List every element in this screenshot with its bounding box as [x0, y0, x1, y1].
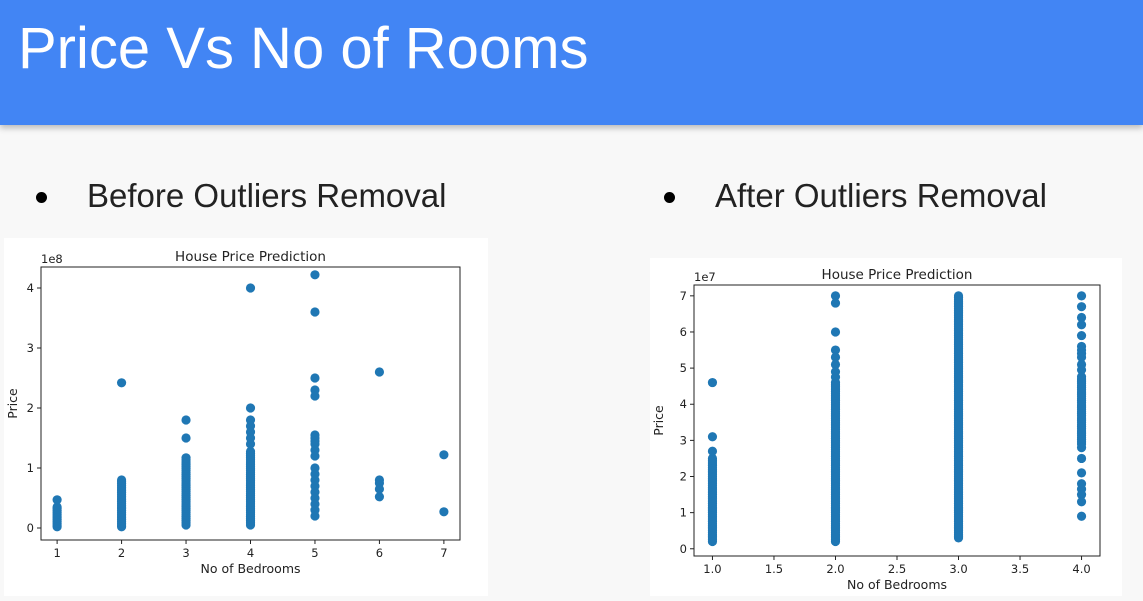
data-point [52, 495, 62, 505]
x-tick-label: 6 [376, 546, 383, 560]
data-point [374, 492, 385, 502]
data-point [830, 291, 841, 301]
x-tick-label: 3.5 [1011, 562, 1029, 576]
bullet-before: Before Outliers Removal [36, 176, 496, 216]
data-point [310, 270, 320, 280]
data-point [707, 446, 718, 456]
data-point [1076, 497, 1087, 507]
data-point [830, 359, 841, 370]
data-points [707, 291, 1087, 547]
y-axis-label: Price [651, 405, 666, 436]
data-points [52, 270, 449, 532]
data-point [1076, 302, 1087, 312]
x-tick-label: 4 [247, 546, 254, 560]
y-tick-label: 5 [680, 361, 687, 375]
chart-before-panel: 1 2 3 4 5 6 7 0 1 2 3 4 House Price Prediction 1e8 No … [4, 238, 488, 596]
data-point [707, 377, 718, 388]
y-offset-label: 1e7 [694, 270, 716, 284]
y-tick-label: 0 [27, 521, 34, 535]
x-tick-label: 2.5 [888, 562, 906, 576]
x-axis-label: No of Bedrooms [847, 577, 947, 592]
y-tick-label: 6 [680, 325, 687, 339]
y-tick-label: 2 [680, 470, 687, 484]
data-point [181, 433, 191, 443]
data-point [1076, 372, 1087, 382]
data-point [310, 307, 320, 317]
data-point [181, 453, 191, 463]
x-tick-label: 1 [53, 546, 60, 560]
bullet-after: After Outliers Removal [664, 176, 1084, 216]
data-point [830, 345, 841, 355]
plot-frame [693, 284, 1101, 557]
x-tick-label: 2 [118, 546, 125, 560]
data-point [1076, 352, 1087, 362]
data-point [52, 502, 62, 512]
data-point [830, 352, 841, 362]
data-point [707, 453, 718, 464]
y-tick-label: 3 [27, 341, 34, 355]
x-tick-label: 1.5 [765, 562, 783, 576]
data-point [245, 446, 256, 457]
data-point [1076, 365, 1087, 375]
data-point [374, 367, 385, 377]
bullet-label-before: Before Outliers Removal [87, 177, 447, 214]
chart-after-panel: 1.0 1.5 2.0 2.5 3.0 3.5 4.0 0 1 2 3 4 5 6 7 House Price… [650, 258, 1122, 596]
data-point [310, 451, 320, 461]
data-point [310, 373, 320, 383]
data-point [116, 475, 127, 485]
bullet-dot-icon [664, 192, 675, 203]
y-tick-label: 4 [27, 281, 34, 295]
y-offset-label: 1e8 [41, 252, 63, 266]
data-point [245, 439, 256, 449]
data-point [707, 432, 718, 442]
slide-title: Price Vs No of Rooms [18, 16, 589, 81]
chart-title: House Price Prediction [175, 249, 326, 265]
data-point [830, 372, 841, 382]
scatter-chart-before: 1 2 3 4 5 6 7 0 1 2 3 4 House Price Prediction 1e8 No … [5, 249, 461, 576]
data-point [1076, 443, 1087, 453]
x-axis-label: No of Bedrooms [200, 561, 300, 576]
scatter-chart-after: 1.0 1.5 2.0 2.5 3.0 3.5 4.0 0 1 2 3 4 5 6 7 House Price… [651, 267, 1101, 592]
data-point [1076, 453, 1087, 464]
data-point [374, 484, 385, 494]
data-point [245, 403, 256, 413]
y-tick-label: 2 [27, 401, 34, 415]
data-point [181, 415, 191, 425]
x-tick-label: 1.0 [703, 562, 721, 576]
x-tick-label: 3.0 [949, 562, 967, 576]
bullet-label-after: After Outliers Removal [715, 177, 1047, 214]
chart-title: House Price Prediction [822, 267, 973, 283]
bullet-dot-icon [36, 192, 47, 203]
data-point [1076, 489, 1087, 500]
data-point [953, 291, 964, 301]
data-point [1076, 320, 1087, 330]
x-tick-label: 4.0 [1072, 562, 1090, 576]
data-point [830, 327, 841, 337]
y-tick-label: 4 [680, 397, 687, 411]
y-tick-label: 3 [680, 433, 687, 447]
y-tick-label: 1 [680, 506, 687, 520]
data-point [1076, 468, 1087, 478]
data-point [830, 298, 841, 308]
data-point [439, 507, 449, 517]
x-tick-label: 3 [182, 546, 189, 560]
y-tick-label: 7 [680, 289, 687, 303]
y-tick-label: 0 [680, 542, 687, 556]
x-tick-label: 7 [440, 546, 447, 560]
y-tick-label: 1 [27, 461, 34, 475]
title-bar: Price Vs No of Rooms [0, 0, 1143, 125]
data-point [439, 450, 449, 460]
data-point [310, 511, 320, 521]
data-point [116, 378, 127, 388]
data-point [245, 283, 256, 293]
data-point [310, 391, 320, 401]
x-tick-label: 2.0 [826, 562, 844, 576]
x-tick-label: 5 [311, 546, 318, 560]
data-point [1076, 312, 1087, 323]
y-axis-label: Price [5, 388, 20, 419]
data-point [1076, 511, 1087, 521]
data-point [1076, 291, 1087, 301]
data-point [1076, 330, 1087, 341]
